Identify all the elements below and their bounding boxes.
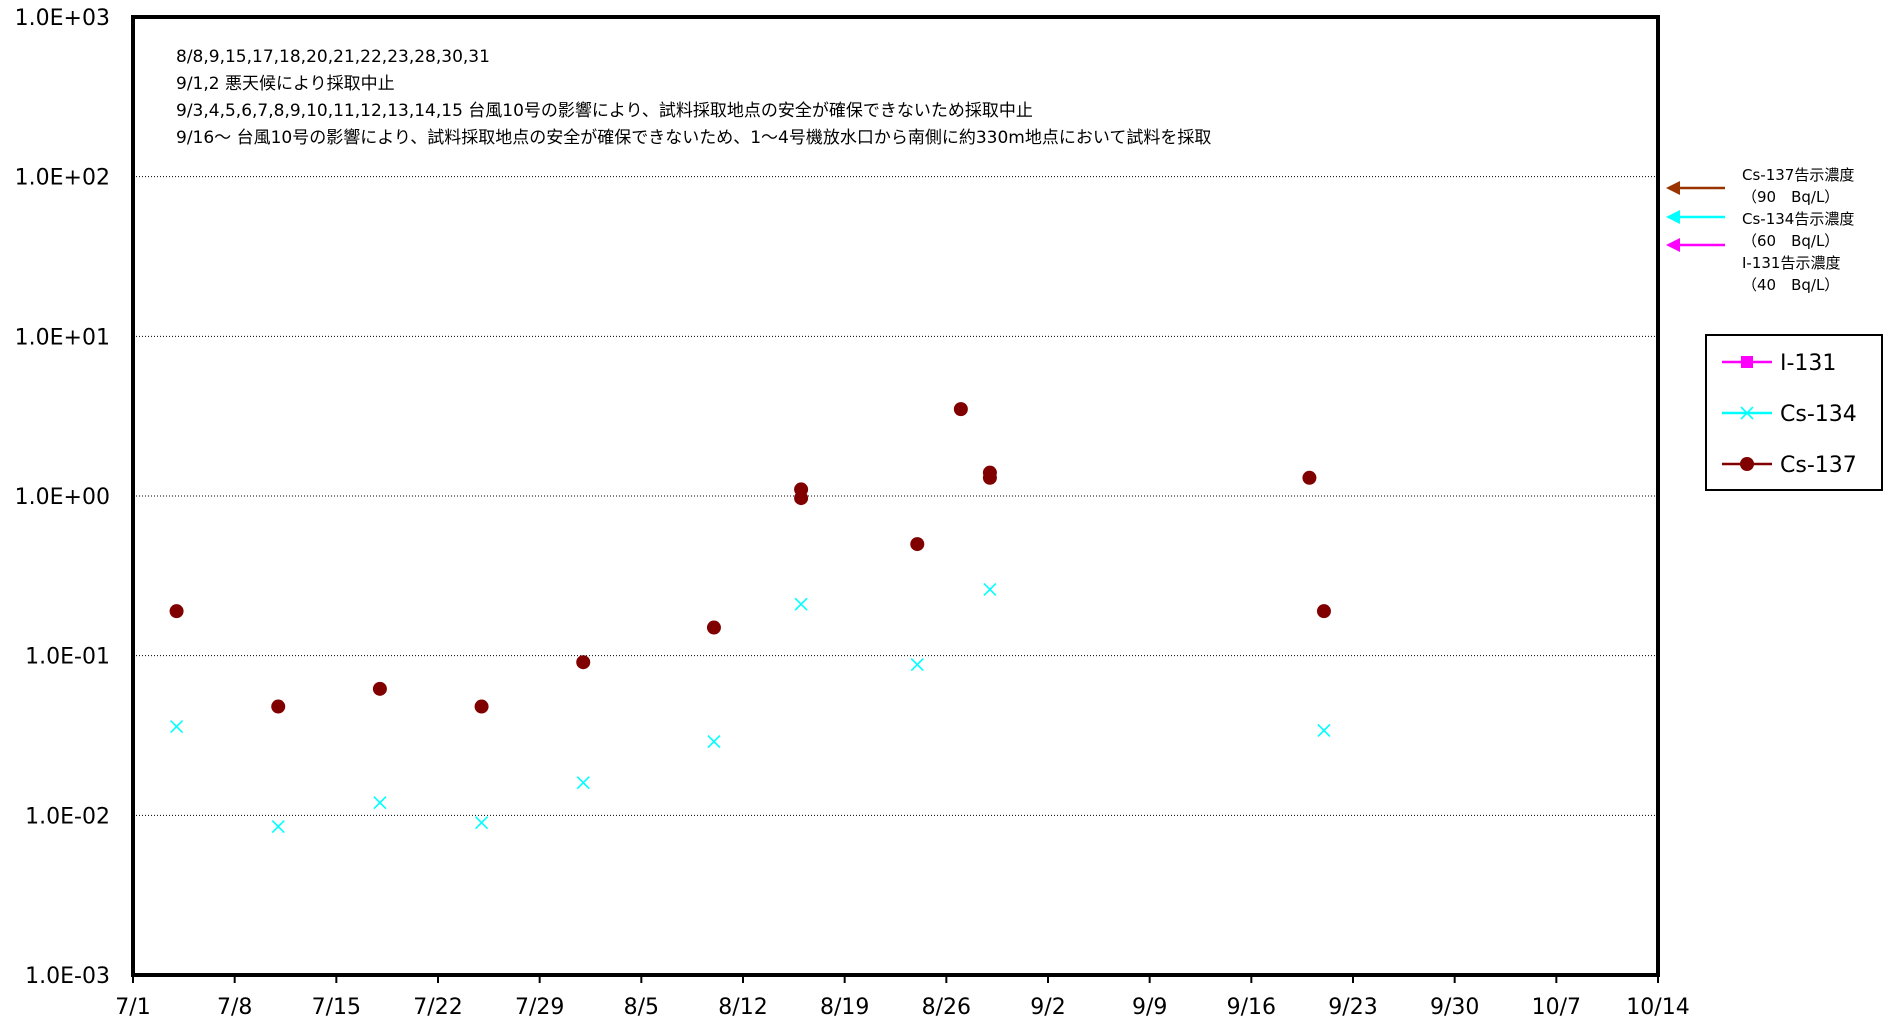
y-tick-label: 1.0E+01 (15, 325, 110, 350)
note-line: 9/16～ 台風10号の影響により、試料採取地点の安全が確保できないため、1～4… (176, 128, 1211, 148)
data-point (910, 537, 925, 552)
note-line: 8/8,9,15,17,18,20,21,22,23,28,30,31 (176, 47, 490, 67)
reference-label: I-131告示濃度 (1742, 254, 1840, 272)
reference-label: Cs-134告示濃度 (1742, 210, 1854, 228)
x-tick-label: 9/16 (1227, 995, 1276, 1020)
x-tick-label: 8/26 (922, 995, 971, 1020)
arrow-head (1666, 210, 1680, 224)
data-point (1317, 723, 1331, 738)
y-tick-label: 1.0E-01 (25, 645, 110, 670)
data-point (706, 620, 721, 635)
note-line: 9/1,2 悪天候により採取中止 (176, 74, 395, 94)
y-tick-label: 1.0E-02 (25, 804, 110, 829)
data-series (169, 402, 1331, 834)
x-tick-label: 9/2 (1030, 995, 1065, 1020)
data-point (983, 582, 997, 596)
data-point (475, 816, 489, 830)
arrow-head (1666, 181, 1680, 195)
legend-label: I-131 (1780, 351, 1836, 376)
reference-label: （60 Bq/L） (1742, 232, 1839, 250)
x-tick-label: 7/8 (217, 995, 252, 1020)
x-tick-label: 7/15 (312, 995, 361, 1020)
x-tick-label: 7/1 (115, 995, 150, 1020)
data-point (372, 681, 387, 696)
data-point (373, 796, 387, 810)
data-point (271, 820, 285, 834)
y-axis-tick-labels: 1.0E+03 1.0E+02 1.0E+01 1.0E+00 1.0E-01 1.0E-… (15, 6, 110, 989)
data-point (576, 655, 591, 670)
x-tick-label: 9/30 (1430, 995, 1479, 1020)
x-tick-label: 10/7 (1532, 995, 1581, 1020)
data-point (576, 776, 590, 790)
data-point (1316, 604, 1331, 619)
reference-label: Cs-137告示濃度 (1742, 166, 1854, 184)
reference-arrow (1666, 238, 1725, 252)
x-axis-tick-labels: 7/1 7/8 7/15 7/22 7/29 8/5 8/12 8/19 8/26 9/2 9/9 9… (115, 975, 1690, 1020)
y-tick-label: 1.0E-03 (25, 964, 110, 989)
data-point (169, 604, 184, 619)
legend-item: I-131 (1722, 351, 1836, 376)
data-point (910, 657, 924, 672)
x-tick-label: 9/23 (1328, 995, 1377, 1020)
y-tick-label: 1.0E+02 (15, 166, 110, 191)
x-tick-label: 8/19 (820, 995, 869, 1020)
legend-item: Cs-137 (1722, 453, 1857, 478)
data-point (794, 597, 808, 611)
plot-area (131, 15, 1660, 977)
reference-label: （40 Bq/L） (1742, 276, 1839, 294)
legend: I-131 Cs-134 Cs-137 (1705, 334, 1883, 491)
note-line: 9/3,4,5,6,7,8,9,10,11,12,13,14,15 台風10号の… (176, 101, 1033, 121)
reference-label: （90 Bq/L） (1742, 188, 1839, 206)
reference-arrows: Cs-137告示濃度 （90 Bq/L） Cs-134告示濃度 （60 Bq/L） I-… (1666, 166, 1854, 294)
x-tick-label: 8/5 (624, 995, 659, 1020)
series-cs-134 (170, 582, 1331, 834)
y-tick-label: 1.0E+00 (15, 485, 110, 510)
data-point (1302, 470, 1317, 485)
data-point (474, 699, 489, 714)
x-tick-label: 9/9 (1132, 995, 1167, 1020)
data-point (953, 402, 968, 417)
notes-block: 8/8,9,15,17,18,20,21,22,23,28,30,31 9/1,2… (176, 47, 1211, 148)
legend-marker (1741, 356, 1753, 368)
reference-arrow (1666, 210, 1725, 224)
data-point (271, 699, 286, 714)
x-tick-label: 7/22 (413, 995, 462, 1020)
x-tick-label: 10/14 (1626, 995, 1689, 1020)
data-point (170, 719, 184, 734)
legend-marker (1740, 457, 1754, 471)
arrow-head (1666, 238, 1680, 252)
data-point (794, 491, 809, 506)
data-point (707, 734, 721, 749)
x-tick-label: 8/12 (718, 995, 767, 1020)
legend-item: Cs-134 (1722, 402, 1857, 427)
legend-label: Cs-137 (1780, 453, 1857, 478)
y-tick-label: 1.0E+03 (15, 6, 110, 31)
legend-label: Cs-134 (1780, 402, 1857, 427)
series-cs-137 (169, 402, 1331, 714)
data-point (982, 470, 997, 485)
reference-arrow (1666, 181, 1725, 195)
x-tick-label: 7/29 (515, 995, 564, 1020)
grid-lines (133, 176, 1658, 816)
